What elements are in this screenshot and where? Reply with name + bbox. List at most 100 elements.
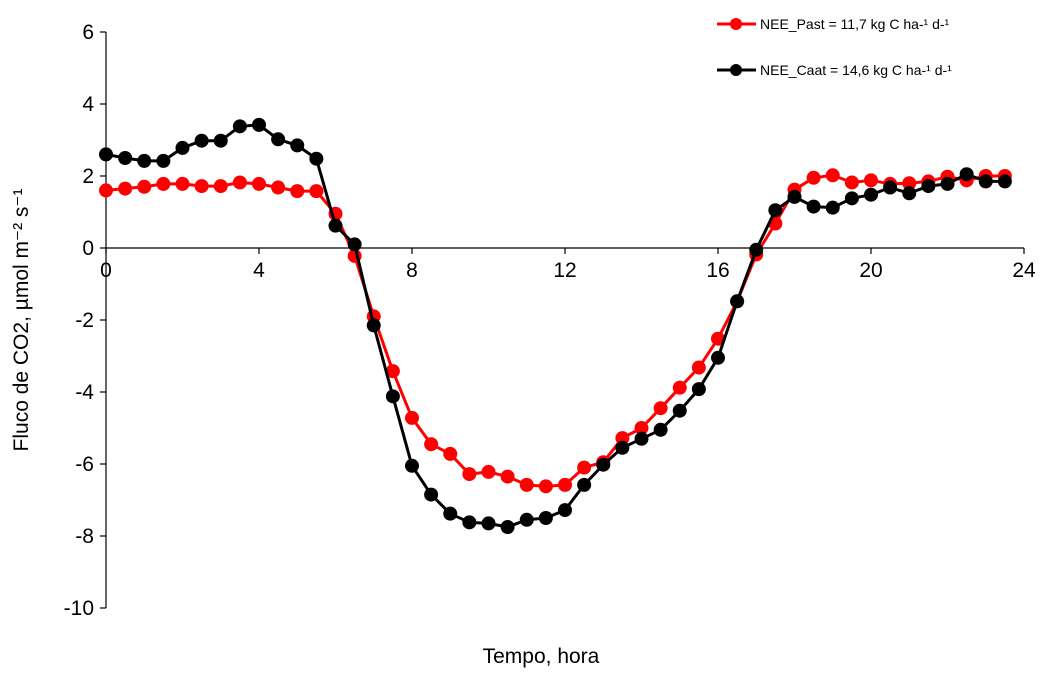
data-point: [462, 515, 477, 530]
data-point: [519, 477, 534, 492]
data-point: [424, 437, 439, 452]
x-tick-label: 20: [859, 259, 882, 282]
y-axis-title: Fluco de CO2, µmol m⁻² s⁻¹: [10, 189, 33, 452]
y-tick-label: 2: [82, 165, 94, 188]
data-point: [309, 151, 324, 166]
data-point: [596, 457, 611, 472]
data-point: [940, 176, 955, 191]
data-point: [711, 331, 725, 346]
data-point: [844, 175, 859, 190]
data-point: [232, 119, 247, 134]
data-point: [711, 350, 725, 365]
data-point: [118, 181, 133, 196]
series-1: [99, 168, 1012, 494]
data-point: [691, 360, 706, 375]
y-tick-label: 4: [82, 93, 94, 116]
data-point: [653, 422, 668, 437]
data-point: [634, 421, 649, 435]
data-point: [558, 477, 572, 492]
legend-item-2: NEE_Caat = 14,6 kg C ha-¹ d-¹: [717, 62, 952, 78]
data-point: [500, 520, 515, 534]
data-point: [405, 458, 419, 473]
data-point: [99, 183, 113, 198]
y-tick-label: -8: [75, 525, 94, 548]
data-point: [290, 138, 305, 153]
data-point: [385, 389, 400, 404]
data-point: [481, 464, 496, 479]
y-tick-label: -2: [75, 309, 94, 332]
data-point: [558, 503, 572, 518]
data-point: [424, 487, 439, 502]
x-tick-label: 12: [553, 259, 576, 282]
data-point: [787, 189, 802, 204]
data-point: [328, 218, 343, 233]
data-point: [902, 176, 917, 191]
y-tick-label: -6: [75, 453, 94, 476]
data-point: [271, 132, 286, 147]
data-point: [959, 167, 974, 182]
legend-marker: [730, 64, 742, 76]
data-point: [615, 431, 630, 446]
data-point: [194, 179, 209, 194]
data-point: [691, 382, 706, 397]
axes: [105, 32, 1024, 608]
x-tick-label: 4: [253, 259, 265, 282]
data-point: [768, 203, 783, 218]
data-point: [271, 180, 286, 195]
data-point: [309, 184, 324, 199]
legend: NEE_Past = 11,7 kg C ha-¹ d-¹ NEE_Caat = …: [717, 16, 952, 78]
y-tick-label: -4: [75, 381, 94, 404]
data-point: [347, 237, 362, 252]
data-point: [137, 153, 152, 168]
x-tick-label: 16: [706, 259, 729, 282]
data-point: [443, 446, 458, 461]
data-point: [232, 175, 247, 190]
x-tick-label: 24: [1012, 259, 1036, 282]
data-point: [252, 176, 266, 191]
data-point: [883, 180, 898, 195]
data-point: [978, 174, 993, 189]
data-point: [213, 133, 228, 148]
y-tick-label: -10: [64, 597, 94, 620]
legend-marker: [730, 18, 742, 30]
data-point: [730, 294, 745, 309]
data-point: [615, 440, 630, 455]
y-tick-label: 6: [82, 21, 94, 44]
x-axis-title: Tempo, hora: [483, 645, 600, 668]
data-point: [538, 479, 553, 494]
data-point: [194, 133, 209, 148]
series-group: [99, 117, 1012, 534]
data-point: [806, 199, 821, 214]
data-point: [213, 179, 228, 194]
data-point: [864, 173, 878, 188]
data-point: [538, 511, 553, 525]
data-point: [118, 151, 133, 165]
data-point: [462, 467, 477, 482]
data-point: [290, 184, 305, 199]
data-point: [653, 401, 668, 416]
y-tick-label: 0: [82, 237, 94, 260]
data-point: [902, 186, 917, 201]
data-point: [175, 176, 190, 191]
data-point: [156, 153, 171, 168]
data-point: [175, 140, 190, 155]
data-point: [825, 168, 840, 183]
data-point: [99, 147, 113, 162]
data-point: [405, 410, 419, 425]
data-point: [156, 176, 171, 191]
legend-item-1: NEE_Past = 11,7 kg C ha-¹ d-¹: [717, 16, 950, 32]
data-point: [844, 191, 859, 206]
data-point: [385, 364, 400, 379]
legend-label: NEE_Past = 11,7 kg C ha-¹ d-¹: [760, 16, 950, 32]
data-point: [500, 469, 515, 484]
data-point: [921, 179, 936, 194]
legend-label: NEE_Caat = 14,6 kg C ha-¹ d-¹: [760, 62, 952, 78]
data-point: [519, 512, 534, 527]
data-point: [997, 174, 1012, 189]
data-point: [749, 242, 764, 257]
data-point: [577, 477, 592, 492]
data-point: [864, 187, 878, 202]
